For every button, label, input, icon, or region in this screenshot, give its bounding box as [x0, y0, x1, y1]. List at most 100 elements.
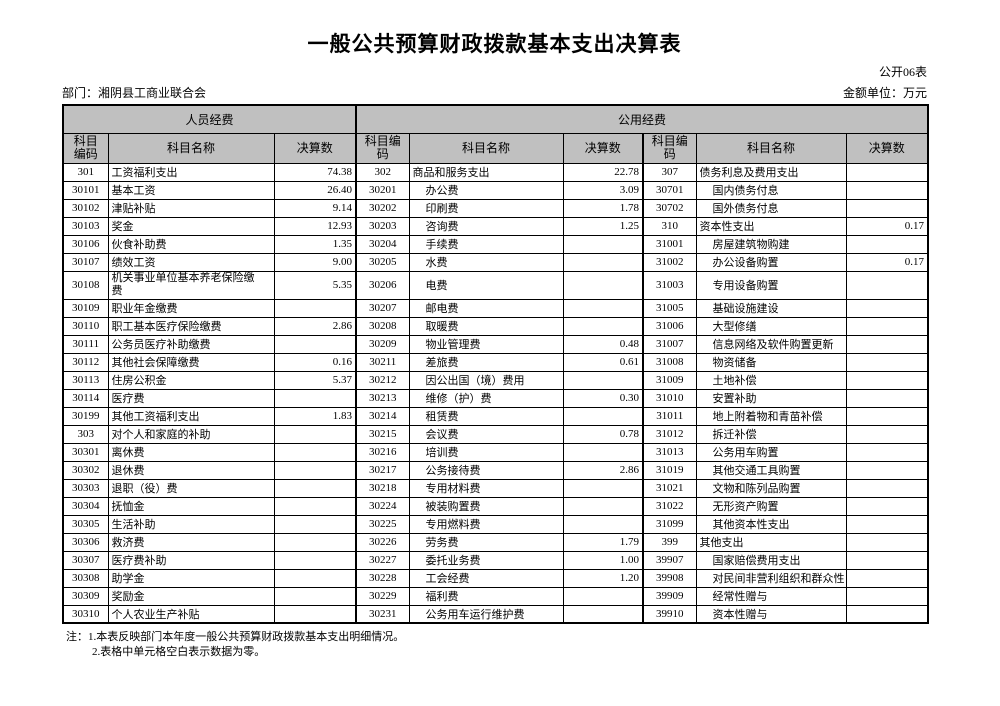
subject-code-cell: 39909 [642, 586, 697, 606]
subject-name-cell: 工会经费 [408, 568, 564, 588]
amount-column-header: 决算数 [845, 132, 929, 164]
subject-code-cell: 30107 [62, 252, 109, 272]
amount-cell: 9.14 [273, 198, 357, 218]
subject-name-cell: 债务利息及费用支出 [695, 162, 847, 182]
subject-code-cell: 30227 [355, 550, 410, 570]
subject-code-cell: 30216 [355, 442, 410, 462]
subject-name-cell: 职工基本医疗保险缴费 [107, 316, 275, 336]
amount-cell: 3.09 [562, 180, 644, 200]
subject-name-cell: 其他支出 [695, 532, 847, 552]
subject-code-cell: 30701 [642, 180, 697, 200]
amount-cell [845, 352, 929, 372]
amount-cell [273, 298, 357, 318]
subject-code-cell: 30106 [62, 234, 109, 254]
amount-cell [845, 180, 929, 200]
subject-code-cell: 31006 [642, 316, 697, 336]
amount-cell [845, 532, 929, 552]
subject-code-cell: 30201 [355, 180, 410, 200]
subject-code-cell: 30103 [62, 216, 109, 236]
amount-cell [562, 478, 644, 498]
subject-name-cell: 大型修缮 [695, 316, 847, 336]
amount-cell [562, 514, 644, 534]
subject-code-cell: 31009 [642, 370, 697, 390]
subject-code-cell: 31011 [642, 406, 697, 426]
subject-code-cell: 30202 [355, 198, 410, 218]
subject-code-cell: 39910 [642, 604, 697, 624]
amount-cell: 0.16 [273, 352, 357, 372]
subject-name-cell: 专用燃料费 [408, 514, 564, 534]
subject-code-cell: 30102 [62, 198, 109, 218]
subject-code-cell: 31099 [642, 514, 697, 534]
subject-name-cell: 咨询费 [408, 216, 564, 236]
subject-code-cell: 31021 [642, 478, 697, 498]
subject-name-cell: 基本工资 [107, 180, 275, 200]
table-row: 30110 职工基本医疗保险缴费 2.86 30208 取暖费 31006 大型修缮 [62, 316, 929, 336]
subject-code-cell: 30209 [355, 334, 410, 354]
subject-code-cell: 31008 [642, 352, 697, 372]
subject-name-cell: 退休费 [107, 460, 275, 480]
subject-name-cell: 安置补助 [695, 388, 847, 408]
table-row: 30303 退职（役）费 30218 专用材料费 31021 文物和陈列品购置 [62, 478, 929, 498]
subject-name-cell: 办公费 [408, 180, 564, 200]
table-row: 30107 绩效工资 9.00 30205 水费 31002 办公设备购置 0.17 [62, 252, 929, 272]
amount-cell: 12.93 [273, 216, 357, 236]
code-column-header: 科目编码 [62, 132, 109, 164]
subject-code-cell: 30114 [62, 388, 109, 408]
amount-cell [845, 568, 929, 588]
amount-cell [845, 298, 929, 318]
amount-cell [562, 496, 644, 516]
subject-code-cell: 30203 [355, 216, 410, 236]
subject-code-cell: 30101 [62, 180, 109, 200]
subject-code-cell: 30199 [62, 406, 109, 426]
table-row: 30111 公务员医疗补助缴费 30209 物业管理费 0.48 31007 信息网络及软件… [62, 334, 929, 354]
amount-cell: 1.20 [562, 568, 644, 588]
subject-name-cell: 国外债务付息 [695, 198, 847, 218]
subject-code-cell: 30310 [62, 604, 109, 624]
amount-cell: 5.35 [273, 270, 357, 300]
subject-code-cell: 31005 [642, 298, 697, 318]
table-row: 301 工资福利支出 74.38 302 商品和服务支出 22.78 307 债务利息及费用支… [62, 162, 929, 182]
table-row: 30114 医疗费 30213 维修（护）费 0.30 31010 安置补助 [62, 388, 929, 408]
amount-cell [273, 568, 357, 588]
table-row: 30199 其他工资福利支出 1.83 30214 租赁费 31011 地上附着物和青苗补偿 [62, 406, 929, 426]
subject-name-cell: 公务接待费 [408, 460, 564, 480]
subject-name-cell: 租赁费 [408, 406, 564, 426]
subject-name-cell: 维修（护）费 [408, 388, 564, 408]
subject-name-cell: 基础设施建设 [695, 298, 847, 318]
subject-code-cell: 30309 [62, 586, 109, 606]
subject-name-cell: 绩效工资 [107, 252, 275, 272]
meta-line: 部门：湘阴县工商业联合会 金额单位：万元 [62, 84, 927, 101]
code-column-header: 科目编码 [642, 132, 697, 164]
amount-cell [273, 496, 357, 516]
note-line: 注：1.本表反映部门本年度一般公共预算财政拨款基本支出明细情况。 [66, 631, 405, 643]
subject-name-cell: 水费 [408, 252, 564, 272]
amount-cell [562, 604, 644, 624]
subject-code-cell: 30306 [62, 532, 109, 552]
subject-code-cell: 30225 [355, 514, 410, 534]
subject-name-cell: 资本性赠与 [695, 604, 847, 624]
subject-name-cell: 职业年金缴费 [107, 298, 275, 318]
subject-name-cell: 助学金 [107, 568, 275, 588]
subject-name-cell: 物资储备 [695, 352, 847, 372]
subject-name-cell: 工资福利支出 [107, 162, 275, 182]
table-row: 30106 伙食补助费 1.35 30204 手续费 31001 房屋建筑物购建 [62, 234, 929, 254]
amount-cell [845, 198, 929, 218]
amount-cell [845, 550, 929, 570]
subject-code-cell: 310 [642, 216, 697, 236]
amount-cell: 0.48 [562, 334, 644, 354]
amount-cell [845, 496, 929, 516]
table-row: 303 对个人和家庭的补助 30215 会议费 0.78 31012 拆迁补偿 [62, 424, 929, 444]
subject-name-cell: 生活补助 [107, 514, 275, 534]
subject-code-cell: 307 [642, 162, 697, 182]
amount-cell: 1.25 [562, 216, 644, 236]
subject-code-cell: 31013 [642, 442, 697, 462]
subject-name-cell: 手续费 [408, 234, 564, 254]
amount-cell [273, 550, 357, 570]
subject-code-cell: 30211 [355, 352, 410, 372]
subject-name-cell: 公务用车购置 [695, 442, 847, 462]
table-row: 30305 生活补助 30225 专用燃料费 31099 其他资本性支出 [62, 514, 929, 534]
subject-name-cell: 其他社会保障缴费 [107, 352, 275, 372]
amount-cell [845, 460, 929, 480]
amount-cell [845, 514, 929, 534]
report-title: 一般公共预算财政拨款基本支出决算表 [307, 32, 682, 56]
